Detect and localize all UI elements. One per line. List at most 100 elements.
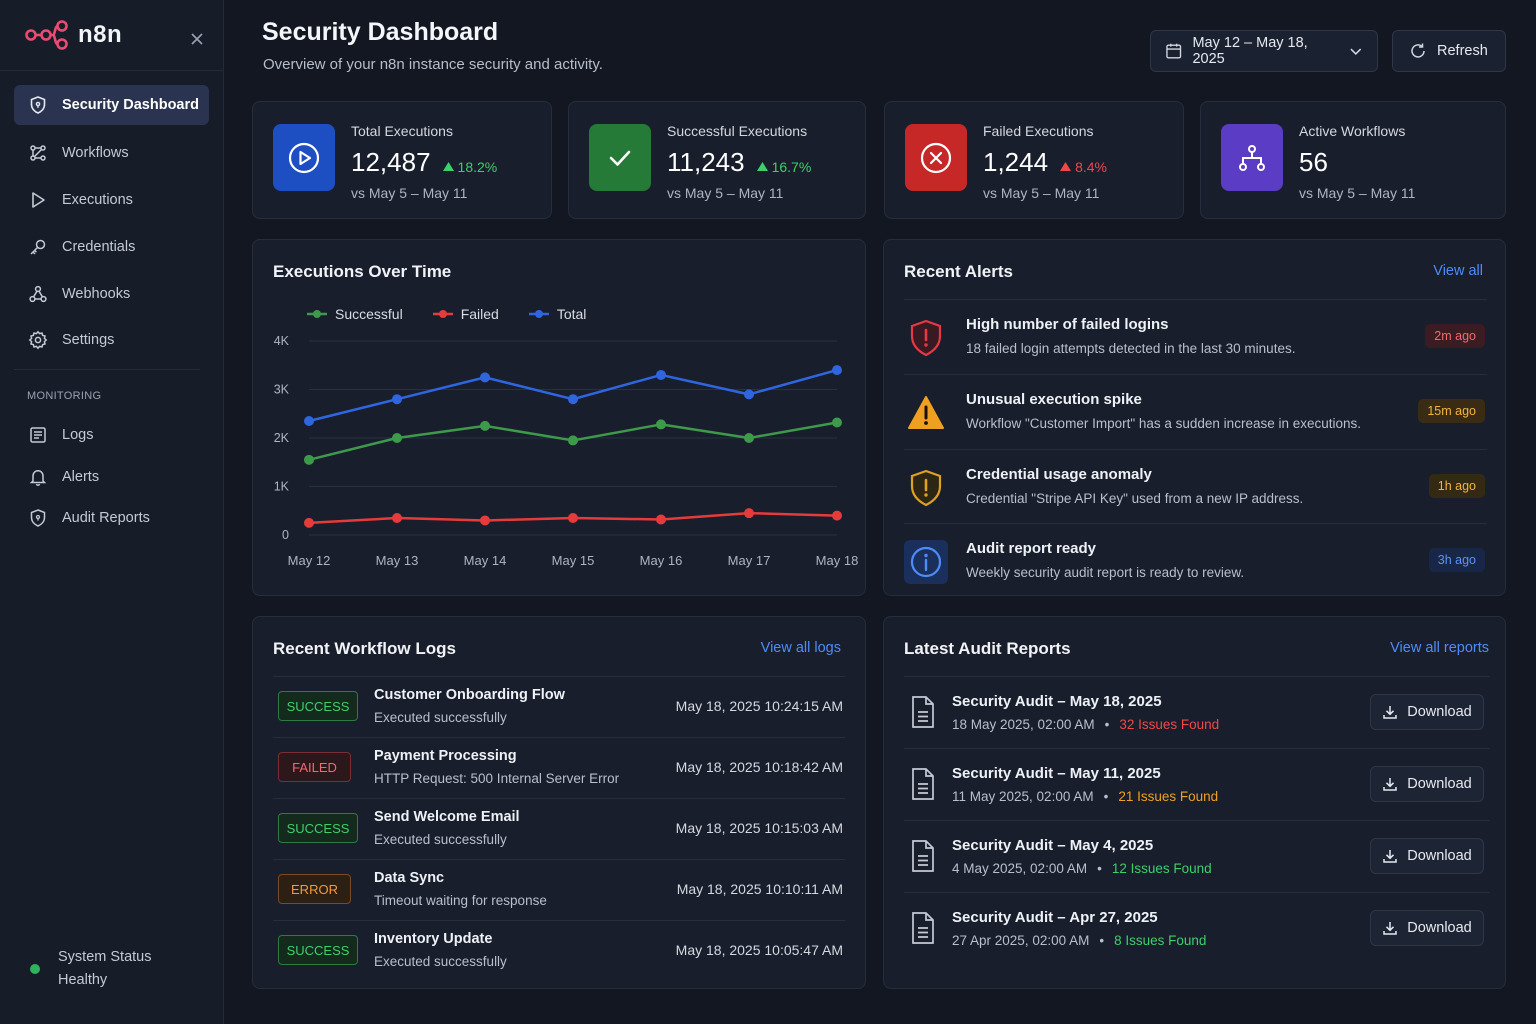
status-badge: FAILED: [278, 752, 351, 782]
warning-triangle-icon: [908, 396, 944, 429]
meta-separator: •: [1097, 861, 1102, 876]
date-range-picker[interactable]: May 12 – May 18, 2025: [1150, 30, 1378, 72]
legend-label: Successful: [335, 306, 403, 322]
stat-change-value: 8.4%: [1075, 158, 1107, 175]
sidebar-item-alerts[interactable]: Alerts: [14, 457, 209, 497]
download-icon: [1383, 922, 1397, 935]
download-button[interactable]: Download: [1370, 910, 1484, 946]
alert-item[interactable]: Credential usage anomaly Credential "Str…: [904, 449, 1487, 523]
sidebar-item-workflows[interactable]: Workflows: [14, 133, 209, 173]
legend-item-total[interactable]: Total: [528, 306, 587, 322]
y-tick-label: 1K: [274, 480, 290, 494]
arrow-up-icon: [756, 162, 768, 171]
stat-card-total-executions: Total Executions 12,487 18.2% vs May 5 –…: [252, 101, 552, 219]
arrow-up-icon: [1060, 162, 1072, 171]
report-title: Security Audit – May 4, 2025: [952, 837, 1154, 854]
log-row[interactable]: SUCCESS Customer Onboarding Flow Execute…: [273, 676, 845, 737]
shield-warning-icon: [910, 469, 942, 507]
report-row: Security Audit – May 11, 2025 11 May 202…: [904, 748, 1490, 820]
download-button[interactable]: Download: [1370, 766, 1484, 802]
download-button[interactable]: Download: [1370, 694, 1484, 730]
refresh-button[interactable]: Refresh: [1392, 30, 1506, 72]
log-description: Executed successfully: [374, 832, 507, 847]
sidebar-item-webhooks[interactable]: Webhooks: [14, 274, 209, 314]
executions-chart-card: Executions Over Time Successful Failed T…: [252, 239, 866, 596]
chevron-down-icon: [1350, 48, 1362, 56]
sidebar-item-label: Webhooks: [62, 286, 131, 302]
legend-item-failed[interactable]: Failed: [432, 306, 499, 322]
sidebar-item-security-dashboard[interactable]: Security Dashboard: [14, 85, 209, 125]
view-all-reports-link[interactable]: View all reports: [1390, 640, 1489, 656]
log-description: Executed successfully: [374, 710, 507, 725]
data-point-failed: [568, 513, 578, 524]
stat-card-failed-executions: Failed Executions 1,244 8.4% vs May 5 – …: [884, 101, 1184, 219]
date-range-value: May 12 – May 18, 2025: [1192, 35, 1308, 67]
alert-description: Weekly security audit report is ready to…: [966, 565, 1245, 580]
download-label: Download: [1407, 776, 1472, 792]
alert-item[interactable]: High number of failed logins 18 failed l…: [904, 299, 1487, 373]
bell-icon: [29, 470, 47, 487]
stat-change: 18.2%: [442, 159, 497, 175]
stat-value: 11,243: [667, 147, 745, 177]
report-issues: 8 Issues Found: [1114, 933, 1207, 948]
log-workflow-name: Payment Processing: [374, 748, 517, 764]
log-icon: [30, 427, 46, 443]
view-all-logs-link[interactable]: View all logs: [760, 640, 841, 656]
download-label: Download: [1407, 848, 1472, 864]
log-row[interactable]: FAILED Payment Processing HTTP Request: …: [273, 737, 845, 798]
log-description: HTTP Request: 500 Internal Server Error: [374, 771, 620, 786]
workflow-logs-card: Recent Workflow Logs View all logs SUCCE…: [252, 616, 866, 989]
alert-icon-box: [904, 466, 948, 510]
legend-marker: [432, 310, 453, 318]
chart-title: Executions Over Time: [273, 262, 452, 281]
workflow-icon: [30, 145, 46, 161]
y-tick-label: 0: [282, 528, 289, 542]
shield-icon: [30, 509, 46, 527]
sidebar-section-label: MONITORING: [27, 390, 102, 402]
log-timestamp: May 18, 2025 10:18:42 AM: [675, 759, 843, 775]
y-tick-label: 4K: [274, 334, 290, 348]
close-sidebar-button[interactable]: [186, 28, 208, 50]
legend-marker: [307, 310, 327, 318]
alert-item[interactable]: Unusual execution spike Workflow "Custom…: [904, 374, 1487, 448]
alert-item[interactable]: Audit report ready Weekly security audit…: [904, 523, 1487, 597]
alert-icon-box: [904, 391, 948, 435]
document-icon: [912, 912, 934, 944]
sidebar-item-label: Workflows: [62, 145, 129, 161]
legend-item-successful[interactable]: Successful: [307, 306, 403, 322]
document-icon: [912, 840, 934, 872]
sidebar-item-settings[interactable]: Settings: [14, 320, 209, 360]
stat-change: 16.7%: [756, 159, 811, 175]
sidebar-item-executions[interactable]: Executions: [14, 180, 209, 220]
sidebar-item-logs[interactable]: Logs: [14, 415, 209, 455]
sidebar-item-audit-reports[interactable]: Audit Reports: [14, 498, 209, 538]
download-icon: [1383, 706, 1397, 719]
log-timestamp: May 18, 2025 10:24:15 AM: [675, 698, 843, 714]
stat-value: 12,487: [351, 147, 431, 177]
alerts-title: Recent Alerts: [904, 262, 1013, 281]
stat-compare: vs May 5 – May 11: [351, 185, 468, 201]
report-row: Security Audit – May 4, 2025 4 May 2025,…: [904, 820, 1490, 892]
legend-label: Total: [556, 306, 587, 322]
data-point-successful: [568, 435, 578, 446]
document-icon: [912, 768, 934, 800]
logo-text: n8n: [78, 21, 123, 48]
key-icon: [30, 239, 46, 255]
legend-marker: [528, 310, 549, 318]
status-badge: ERROR: [278, 874, 351, 904]
download-button[interactable]: Download: [1370, 838, 1484, 874]
log-row[interactable]: SUCCESS Send Welcome Email Executed succ…: [273, 798, 845, 859]
status-dot: [30, 964, 40, 974]
alert-title: High number of failed logins: [966, 316, 1169, 333]
stat-compare: vs May 5 – May 11: [983, 185, 1100, 201]
shield-alert-icon: [910, 319, 942, 357]
view-all-alerts-link[interactable]: View all: [1433, 263, 1483, 279]
logo[interactable]: n8n: [24, 20, 122, 50]
report-title: Security Audit – Apr 27, 2025: [952, 909, 1158, 926]
stat-value: 56: [1299, 147, 1328, 177]
log-row[interactable]: SUCCESS Inventory Update Executed succes…: [273, 920, 845, 981]
sidebar-item-credentials[interactable]: Credentials: [14, 227, 209, 267]
log-row[interactable]: ERROR Data Sync Timeout waiting for resp…: [273, 859, 845, 920]
report-meta: 27 Apr 2025, 02:00 AM • 8 Issues Found: [952, 933, 1206, 948]
stat-icon-box: [273, 124, 335, 191]
